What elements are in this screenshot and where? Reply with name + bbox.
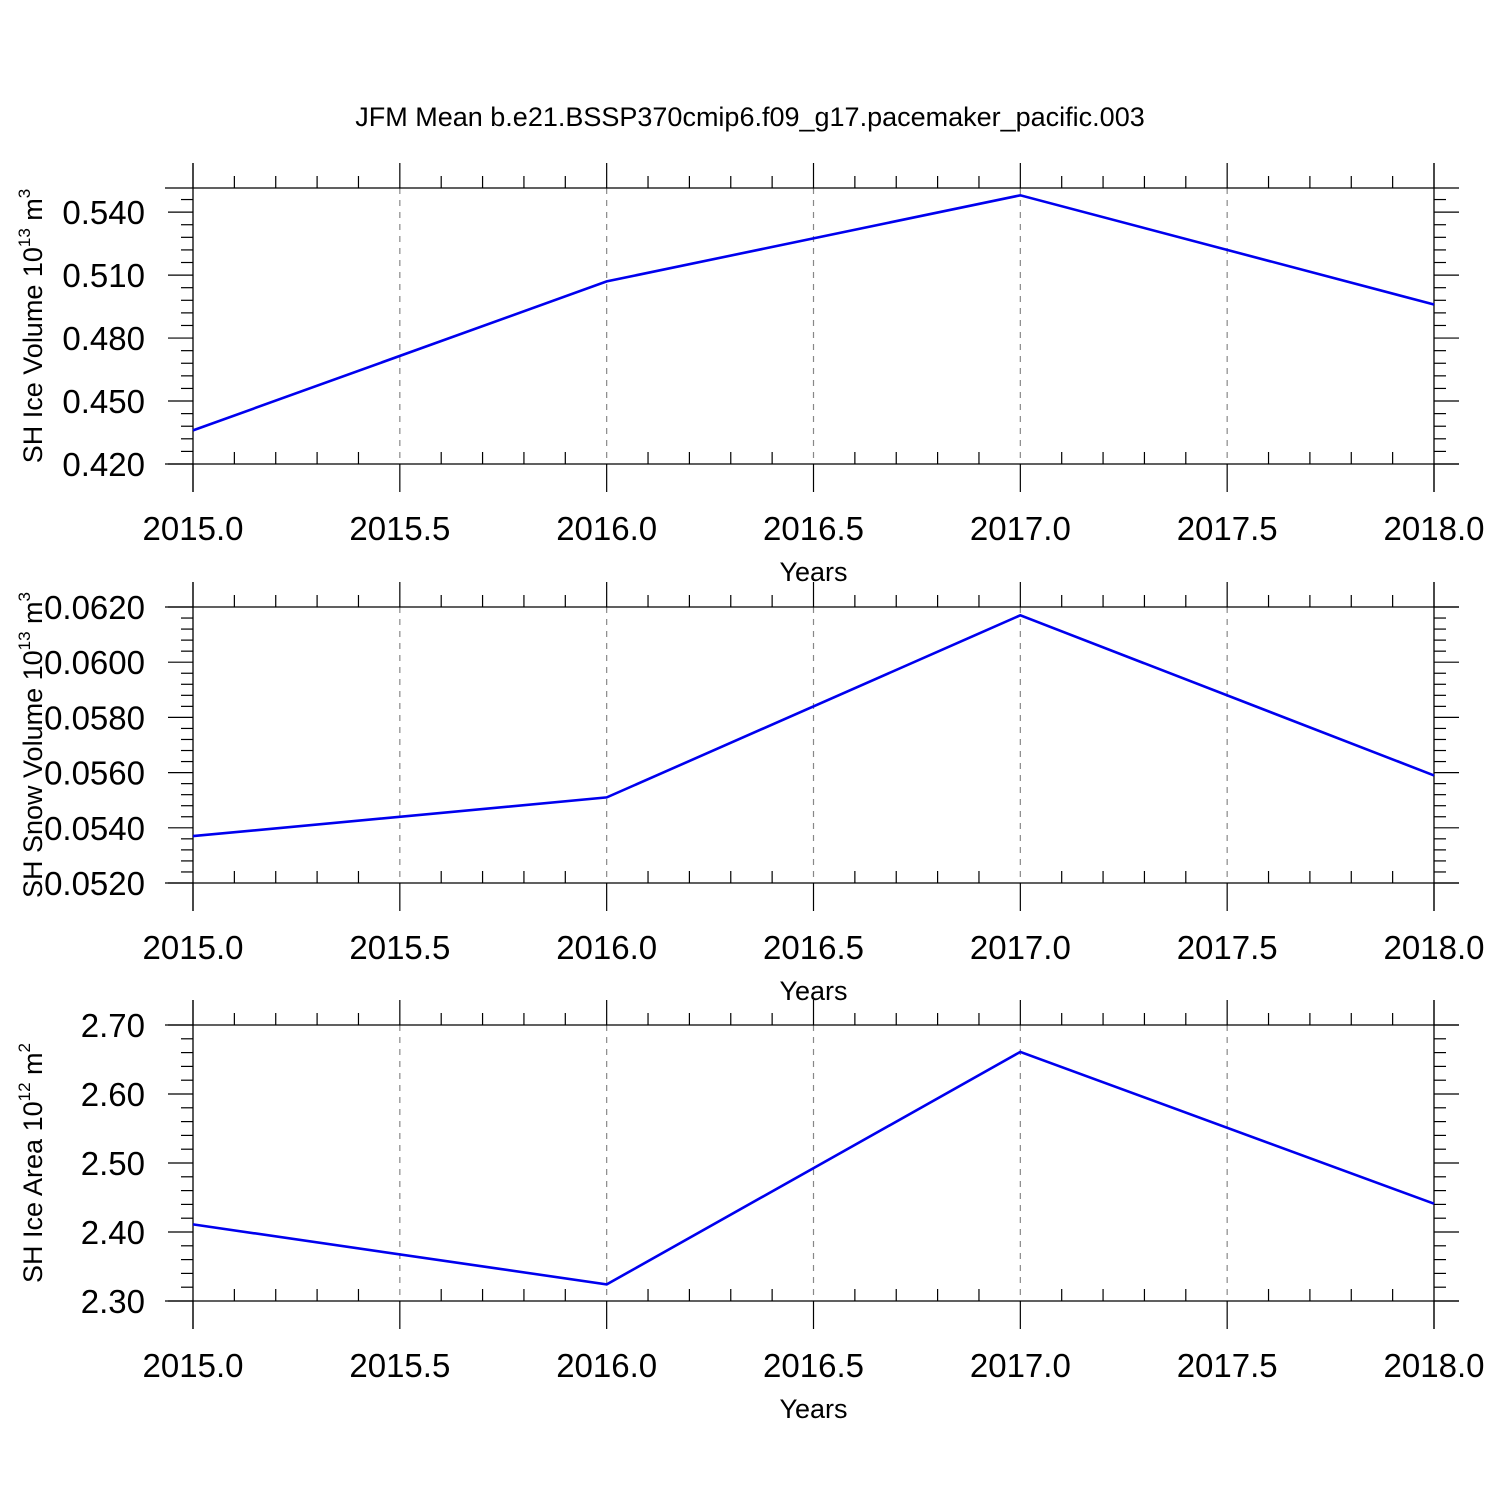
chart-title: JFM Mean b.e21.BSSP370cmip6.f09_g17.pace… <box>355 102 1144 132</box>
y-tick-label: 2.70 <box>81 1007 145 1044</box>
x-tick-label: 2016.5 <box>763 510 864 547</box>
chart-panel-1: 0.420 0.450 0.480 0.510 0.540 2015.0 2015.5 201… <box>15 163 1484 587</box>
y-axis-label: SH Ice Volume 1013 m3 <box>15 189 48 464</box>
x-tick-label: 2015.5 <box>349 1347 450 1384</box>
panels: 0.420 0.450 0.480 0.510 0.540 2015.0 2015.5 201… <box>15 163 1484 1424</box>
x-tick-label: 2015.0 <box>143 1347 244 1384</box>
y-tick-label: 2.60 <box>81 1076 145 1113</box>
x-tick-label: 2016.5 <box>763 1347 864 1384</box>
y-tick-label: 2.40 <box>81 1214 145 1251</box>
y-axis-label: SH Ice Area 1012 m2 <box>15 1043 48 1283</box>
series-line <box>192 193 1435 432</box>
x-axis-label: Years <box>779 1394 847 1424</box>
x-tick-label: 2015.5 <box>349 510 450 547</box>
x-tick-label: 2017.5 <box>1177 1347 1278 1384</box>
x-tick-label: 2017.0 <box>970 1347 1071 1384</box>
y-tick-label: 0.510 <box>62 257 145 294</box>
y-tick-label: 0.0560 <box>44 755 145 792</box>
y-tick-label: 0.0520 <box>44 865 145 902</box>
x-tick-label: 2016.0 <box>556 929 657 966</box>
y-tick-label: 0.420 <box>62 446 145 483</box>
x-tick-label: 2017.0 <box>970 510 1071 547</box>
chart-panel-3: 2.30 2.40 2.50 2.60 2.70 2015.0 2015.5 2016.0 20… <box>15 1000 1484 1424</box>
series-line <box>192 613 1435 838</box>
series-line <box>192 1050 1435 1286</box>
x-tick-label: 2018.0 <box>1384 1347 1485 1384</box>
x-tick-label: 2015.0 <box>143 510 244 547</box>
y-tick-label: 0.0540 <box>44 810 145 847</box>
y-tick-label: 0.540 <box>62 194 145 231</box>
x-tick-label: 2018.0 <box>1384 510 1485 547</box>
y-axis-label: SH Snow Volume 1013 m3 <box>15 592 48 898</box>
x-tick-label: 2016.5 <box>763 929 864 966</box>
x-tick-label: 2017.5 <box>1177 510 1278 547</box>
chart-panel-2: 0.0520 0.0540 0.0560 0.0580 0.0600 0.0620 2015… <box>15 582 1484 1006</box>
y-tick-label: 2.30 <box>81 1283 145 1320</box>
y-tick-label: 0.0580 <box>44 699 145 736</box>
x-tick-label: 2017.5 <box>1177 929 1278 966</box>
y-tick-label: 2.50 <box>81 1145 145 1182</box>
x-tick-label: 2017.0 <box>970 929 1071 966</box>
y-tick-label: 0.0620 <box>44 589 145 626</box>
x-tick-label: 2016.0 <box>556 510 657 547</box>
y-tick-label: 0.450 <box>62 383 145 420</box>
x-tick-label: 2015.5 <box>349 929 450 966</box>
x-tick-label: 2015.0 <box>143 929 244 966</box>
x-tick-label: 2016.0 <box>556 1347 657 1384</box>
y-tick-label: 0.0600 <box>44 644 145 681</box>
x-tick-label: 2018.0 <box>1384 929 1485 966</box>
y-tick-label: 0.480 <box>62 320 145 357</box>
